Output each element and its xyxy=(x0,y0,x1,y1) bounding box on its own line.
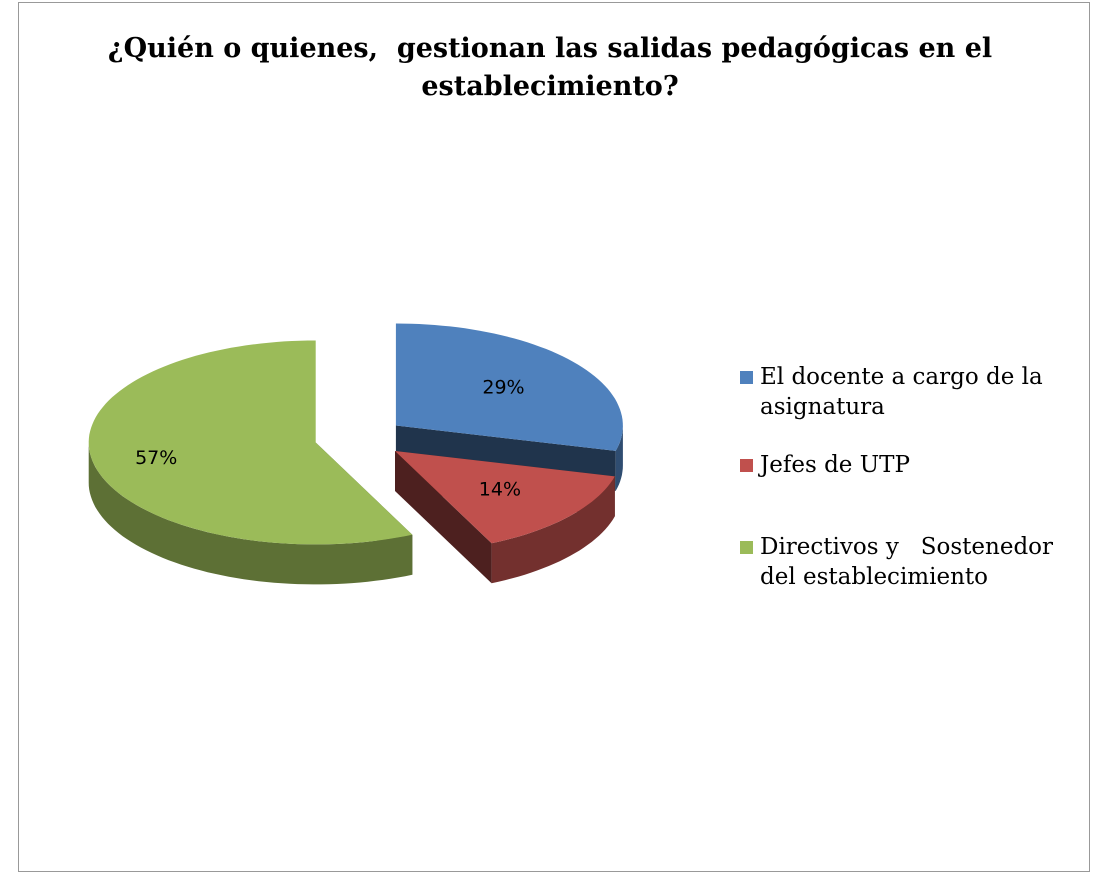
legend-entry: Directivos y Sostenedor del establecimie… xyxy=(740,532,1090,592)
slice xyxy=(395,451,615,544)
legend-label: Jefes de UTP xyxy=(760,452,910,478)
legend-entry: Jefes de UTP xyxy=(740,450,1090,480)
legend-swatch xyxy=(740,541,753,554)
slice-wall xyxy=(615,425,623,491)
slice-side xyxy=(395,451,492,584)
slice xyxy=(88,340,413,545)
slice-wall xyxy=(491,476,615,584)
legend-swatch xyxy=(740,459,753,472)
data-label: 14% xyxy=(479,479,521,501)
data-label: 57% xyxy=(135,447,177,469)
legend-label: El docente a cargo de la asignatura xyxy=(760,364,1051,420)
legend-label: Directivos y Sostenedor del establecimie… xyxy=(760,534,1061,590)
data-label: 29% xyxy=(482,376,524,398)
chart-title: ¿Quién o quienes, gestionan las salidas … xyxy=(107,33,1002,102)
legend-entry: El docente a cargo de la asignatura xyxy=(740,362,1090,422)
slice xyxy=(395,323,623,451)
slice-wall xyxy=(88,442,413,585)
legend-swatch xyxy=(740,371,753,384)
